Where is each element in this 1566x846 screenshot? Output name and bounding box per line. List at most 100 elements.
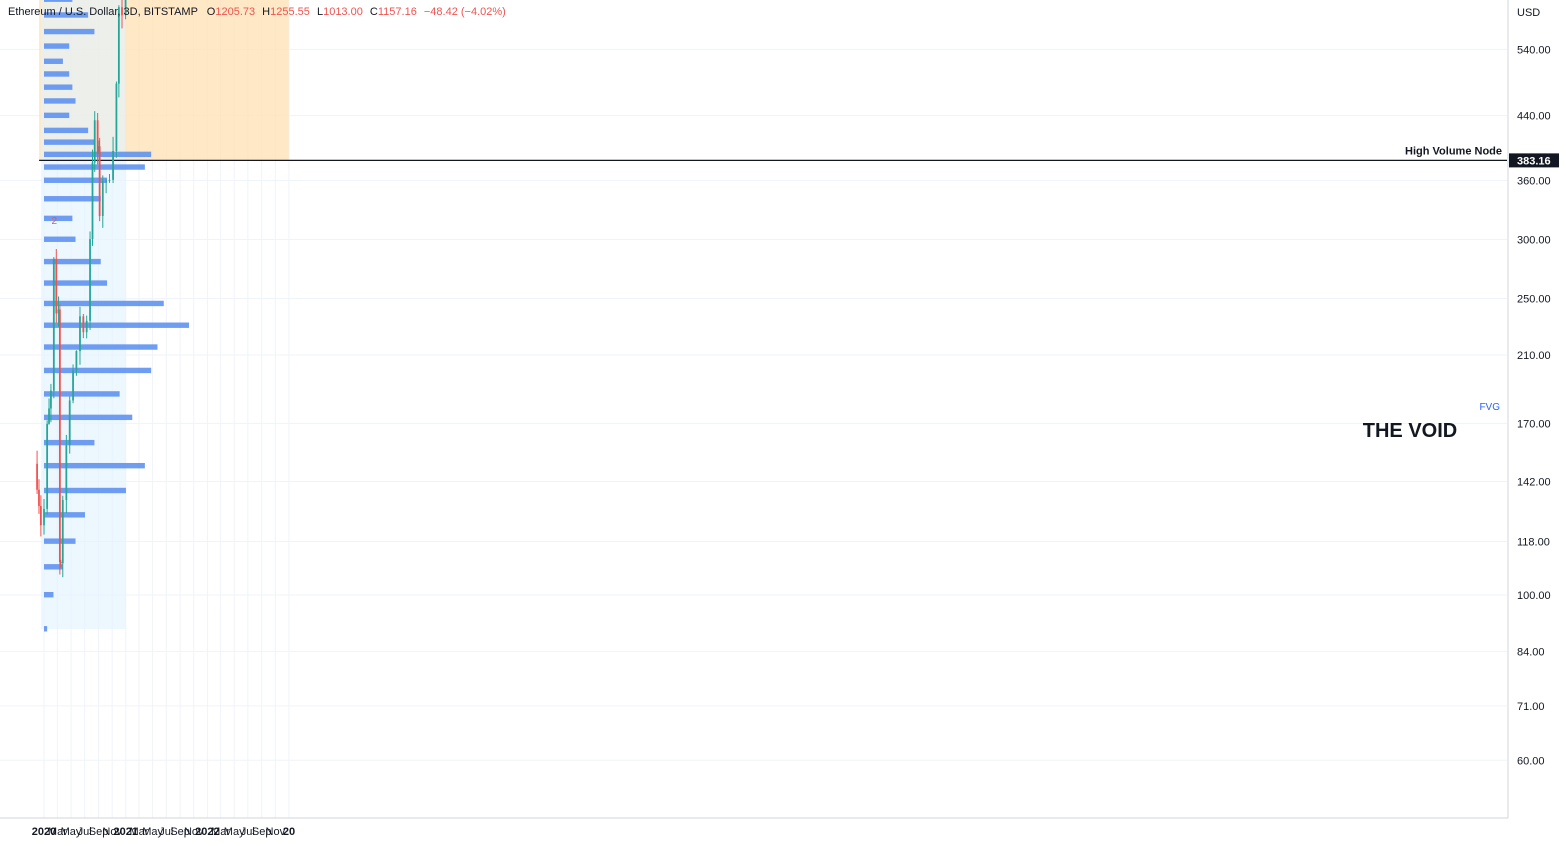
x-tick-label: Sep <box>252 826 272 838</box>
x-tick-label: Jul <box>78 826 92 838</box>
volume-profile-bar-2020 <box>44 322 189 328</box>
volume-profile-bar-2020 <box>44 177 108 183</box>
candle-body <box>82 316 85 333</box>
y-tick-label: 360.00 <box>1517 176 1551 188</box>
x-tick-label: Jul <box>241 826 255 838</box>
y-tick-label: 210.00 <box>1517 350 1551 362</box>
volume-profile-bar-2020 <box>44 28 95 35</box>
candle-body <box>59 562 62 564</box>
candle-body <box>117 7 120 84</box>
y-tick-label: 71.00 <box>1517 701 1545 713</box>
candle-body <box>46 423 49 509</box>
volume-profile-bar-2020 <box>44 414 133 421</box>
volume-profile-bar-2020 <box>44 391 120 397</box>
candle-body <box>61 499 64 564</box>
y-tick-label: 142.00 <box>1517 477 1551 489</box>
volume-profile-bar-2020 <box>44 0 73 2</box>
ohlc-close: C1157.16 <box>369 6 417 18</box>
volume-profile-bar-2020 <box>44 127 89 134</box>
candle-body <box>48 408 50 424</box>
zones <box>39 0 289 630</box>
x-tick-label: Mar <box>211 826 230 838</box>
ohlc-change: −48.42 (−4.02%) <box>423 6 506 18</box>
x-tick-label: Nov <box>102 826 122 838</box>
candle-body <box>108 179 111 181</box>
y-tick-label: 170.00 <box>1517 418 1551 430</box>
y-tick-label: 84.00 <box>1517 646 1545 658</box>
candle-body <box>36 463 38 490</box>
candle-body <box>121 7 123 16</box>
y-tick-label: 118.00 <box>1517 536 1550 548</box>
x-tick-label: Nov <box>266 826 286 838</box>
x-tick-label: Nov <box>184 826 204 838</box>
horizontal-levels: Weekly ResistanceWeekly ResistanceWeekly… <box>39 145 1507 161</box>
volume-profile-bar-2020 <box>44 98 76 104</box>
x-tick-label: 2022 <box>195 826 219 838</box>
candle-body <box>112 151 114 180</box>
x-tick-label: May <box>61 826 82 838</box>
fvg-annotation: FVG <box>1479 402 1500 413</box>
volume-profile-bar-2020 <box>44 196 101 202</box>
candle-body <box>72 370 74 401</box>
candle-body <box>65 445 68 500</box>
candle-body <box>89 239 91 321</box>
candle-body <box>52 258 55 391</box>
symbol-title: Ethereum / U.S. Dollar, 3D, BITSTAMP <box>8 6 198 18</box>
candle-body <box>43 508 45 526</box>
volume-profile-bar-2020 <box>44 564 63 570</box>
candle-body <box>98 146 101 217</box>
x-tick-label: May <box>224 826 245 838</box>
volume-profile-bar-2020 <box>44 139 95 145</box>
ohlc-high: H1255.55 <box>262 6 310 18</box>
volume-profile-bar-2020 <box>44 367 152 374</box>
volume-profile-bar-2020 <box>44 626 48 632</box>
volume-profile-bar-2020 <box>44 43 70 49</box>
candle-body <box>85 320 88 333</box>
the-void-annotation: THE VOID <box>1363 420 1457 442</box>
candle-body <box>75 351 78 371</box>
price-axis-bg <box>1508 0 1566 841</box>
volume-profile-bar-2020 <box>44 58 63 64</box>
x-tick-label: 2020 <box>32 826 56 838</box>
currency-label: USD <box>1517 7 1540 19</box>
y-tick-label: 440.00 <box>1517 111 1551 123</box>
time-axis: 2020MarMayJulSepNov2021MarMayJulSepNov20… <box>0 817 1566 841</box>
volume-profile-bar-2020 <box>44 280 108 286</box>
y-tick-label: 60.00 <box>1517 755 1545 767</box>
volume-profile-bar-2020 <box>44 512 85 518</box>
volume-profile-bar-2020 <box>44 592 54 598</box>
candle-body <box>68 400 71 446</box>
volume-profile-bar-2020 <box>44 71 70 77</box>
candle-body <box>105 180 108 182</box>
volume-profile-bar-2020 <box>44 344 158 350</box>
volume-profile-bar-2020 <box>44 215 73 222</box>
price-axis: USD6400.005400.004400.003600.003000.0025… <box>1507 0 1566 841</box>
candle-body <box>58 309 61 563</box>
x-tick-label: 2021 <box>114 826 138 838</box>
td-count-label: 2 <box>51 216 57 227</box>
candle-body <box>57 309 60 314</box>
time-axis-bg <box>0 818 1566 841</box>
x-tick-label: Sep <box>89 826 109 838</box>
volume-profile-bar-2020 <box>44 462 145 469</box>
x-tick-label: Mar <box>48 826 67 838</box>
level-name: High Volume Node <box>1405 145 1502 157</box>
candles <box>36 0 127 578</box>
volume-profile-bar-2020 <box>44 84 73 90</box>
x-tick-label: Mar <box>130 826 149 838</box>
candle-body <box>50 390 52 409</box>
candle-body <box>115 83 118 152</box>
volume-profile-bar-2020 <box>44 12 89 18</box>
y-tick-label: 250.00 <box>1517 294 1551 306</box>
x-tick-label: May <box>142 826 163 838</box>
symbol-header: Ethereum / U.S. Dollar, 3D, BITSTAMP O12… <box>8 6 506 18</box>
volume-profile-bar-2020 <box>44 112 70 119</box>
candle-body <box>101 181 104 217</box>
candle-body <box>79 316 81 352</box>
candle-body <box>124 0 127 16</box>
candle-body <box>55 258 58 314</box>
level-price-tag <box>1509 153 1559 168</box>
